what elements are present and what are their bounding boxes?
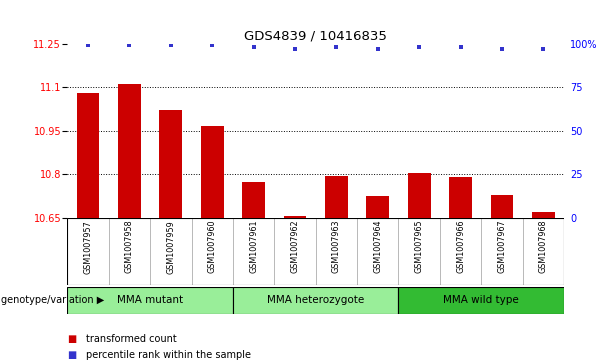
Bar [233,287,398,314]
Bar [522,218,564,285]
Text: GSM1007966: GSM1007966 [456,220,465,273]
Point [373,46,383,52]
Text: ■: ■ [67,350,77,360]
Text: GSM1007960: GSM1007960 [208,220,217,273]
Text: genotype/variation ▶: genotype/variation ▶ [1,295,104,305]
Bar [440,218,481,285]
Text: percentile rank within the sample: percentile rank within the sample [86,350,251,360]
Text: MMA heterozygote: MMA heterozygote [267,295,364,305]
Text: GSM1007967: GSM1007967 [497,220,506,273]
Text: MMA wild type: MMA wild type [443,295,519,305]
Point [332,44,341,50]
Text: GSM1007958: GSM1007958 [125,220,134,273]
Text: GSM1007962: GSM1007962 [291,220,300,273]
Text: GSM1007961: GSM1007961 [249,220,258,273]
Bar [191,218,233,285]
Bar [532,212,555,218]
Text: GSM1007963: GSM1007963 [332,220,341,273]
Point [497,46,507,52]
Title: GDS4839 / 10416835: GDS4839 / 10416835 [244,29,387,42]
Bar [398,287,564,314]
Text: ■: ■ [67,334,77,344]
Bar [367,196,389,218]
Bar [159,110,182,218]
Bar [357,218,398,285]
Bar [67,287,233,314]
Bar [201,126,224,218]
Bar [481,218,522,285]
Point [290,46,300,52]
Point [249,44,259,50]
Text: transformed count: transformed count [86,334,177,344]
Bar [77,93,99,218]
Bar [242,182,265,218]
Text: GSM1007968: GSM1007968 [539,220,548,273]
Bar [398,218,440,285]
Text: MMA mutant: MMA mutant [117,295,183,305]
Point [83,42,93,48]
Bar [284,216,306,218]
Bar [408,173,430,218]
Bar [449,177,472,218]
Point [124,42,134,48]
Bar [233,218,275,285]
Bar [325,176,348,218]
Point [455,44,465,50]
Point [207,42,217,48]
Bar [316,218,357,285]
Bar [67,218,109,285]
Point [538,46,548,52]
Point [166,42,176,48]
Text: GSM1007964: GSM1007964 [373,220,383,273]
Bar [275,218,316,285]
Bar [109,218,150,285]
Text: GSM1007965: GSM1007965 [414,220,424,273]
Point [414,44,424,50]
Bar [490,195,513,218]
Bar [150,218,191,285]
Text: GSM1007959: GSM1007959 [166,220,175,274]
Bar [118,84,141,218]
Text: GSM1007957: GSM1007957 [83,220,93,274]
